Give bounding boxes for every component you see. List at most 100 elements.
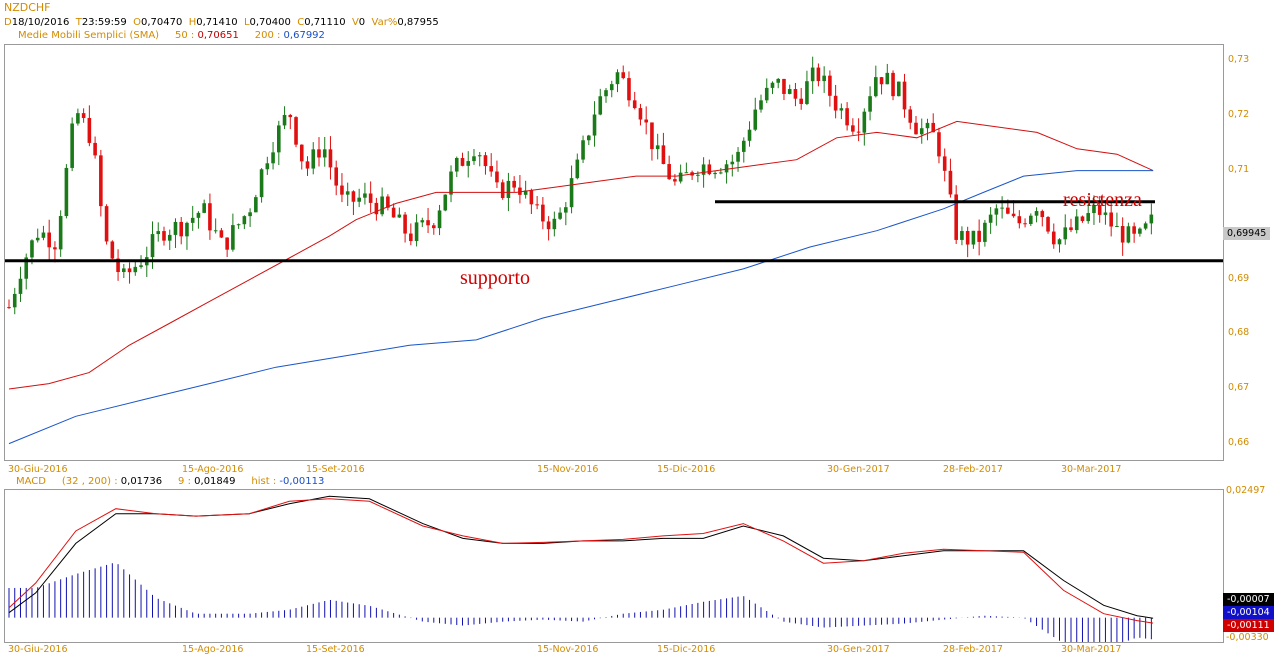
candle-bear — [328, 149, 333, 168]
candle-bear — [351, 191, 356, 202]
candle-bull — [248, 212, 252, 217]
candle-bull — [983, 222, 987, 242]
candle-bear — [638, 108, 643, 120]
candle-bear — [799, 98, 803, 104]
candle-bull — [213, 230, 218, 232]
candle-bear — [965, 231, 970, 245]
candle-bull — [190, 217, 195, 223]
x-axis-label: 15-Ago-2016 — [182, 644, 244, 655]
candle-bear — [104, 206, 109, 242]
candle-bull — [139, 265, 143, 267]
candle-bull — [311, 149, 316, 169]
x-axis-label: 30-Gen-2017 — [827, 464, 890, 475]
candle-bear — [1097, 205, 1102, 215]
candle-bull — [609, 84, 614, 91]
candle-bear — [793, 89, 798, 99]
candle-bull — [994, 208, 999, 215]
last-price-tag: 0,69945 — [1223, 227, 1271, 240]
candle-bull — [363, 193, 367, 198]
candle-bull — [770, 82, 775, 88]
macd-panel[interactable] — [4, 489, 1224, 649]
candle-bear — [489, 166, 494, 172]
candle-bear — [650, 122, 654, 150]
candle-bull — [523, 190, 528, 195]
candle-bull — [741, 140, 746, 152]
candle-bear — [294, 117, 298, 145]
candle-bear — [856, 131, 861, 133]
candle-bear — [782, 78, 786, 94]
candle-bear — [483, 155, 488, 167]
candle-bull — [552, 218, 557, 230]
candle-bear — [948, 170, 953, 195]
x-axis-label: 30-Mar-2017 — [1061, 644, 1122, 655]
candle-bull — [1074, 216, 1079, 231]
price-axis-label: 0,66 — [1228, 436, 1250, 448]
candle-bull — [1029, 215, 1033, 224]
candle-bull — [678, 172, 683, 182]
candle-bear — [340, 185, 344, 195]
candle-bull — [569, 178, 574, 208]
candle-bull — [397, 214, 402, 218]
candle-bull — [730, 161, 735, 165]
candle-bear — [1046, 217, 1050, 232]
candle-bear — [403, 214, 407, 234]
candle-bear — [937, 132, 941, 157]
candle-bear — [460, 157, 465, 166]
candle-bull — [437, 210, 442, 229]
x-axis-label: 15-Set-2016 — [306, 644, 365, 655]
candle-bull — [64, 167, 69, 217]
x-axis-label: 30-Giu-2016 — [8, 644, 68, 655]
candle-bull — [265, 163, 270, 170]
macd-tag-red: -0,00111 — [1223, 619, 1274, 632]
candle-bear — [673, 179, 677, 182]
candle-bear — [902, 81, 907, 110]
candle-bull — [1034, 211, 1039, 216]
candle-bull — [713, 172, 717, 175]
price-axis-label: 0,73 — [1228, 54, 1250, 66]
candle-bear — [374, 202, 379, 215]
candle-bull — [736, 151, 740, 162]
candle-bear — [644, 119, 648, 123]
candle-bull — [472, 156, 476, 162]
candle-bull — [282, 114, 287, 126]
candle-bear — [1069, 227, 1073, 231]
candle-bull — [380, 196, 384, 215]
candle-bull — [960, 231, 964, 240]
candle-bear — [208, 203, 212, 231]
candle-bull — [684, 172, 689, 174]
price-axis-label: 0,72 — [1228, 108, 1250, 120]
candle-bear — [391, 207, 396, 218]
candle-bull — [70, 123, 74, 168]
candle-bull — [231, 225, 235, 250]
candle-bull — [35, 237, 40, 241]
macd-tag-blue: -0,00104 — [1223, 606, 1274, 619]
candle-bull — [586, 135, 591, 141]
candle-bear — [500, 182, 505, 198]
candle-bull — [655, 145, 660, 150]
candle-bull — [1092, 205, 1096, 214]
candle-bull — [1000, 207, 1004, 209]
candle-bull — [776, 78, 781, 83]
candle-bull — [598, 96, 603, 115]
candle-bull — [449, 171, 453, 195]
candle-bull — [466, 161, 471, 166]
candle-bull — [747, 129, 752, 141]
candle-bear — [1017, 216, 1022, 224]
candle-bear — [495, 171, 499, 183]
candle-bear — [845, 108, 849, 126]
candle-bull — [322, 149, 327, 158]
candle-bull — [581, 140, 585, 160]
candle-bull — [271, 152, 275, 164]
price-chart-panel[interactable]: supporto resistenza — [4, 44, 1224, 461]
candle-bear — [1109, 212, 1113, 227]
x-axis-label: 28-Feb-2017 — [943, 644, 1003, 655]
candle-bull — [919, 128, 924, 135]
candle-bear — [1040, 211, 1045, 218]
candle-bear — [299, 144, 304, 162]
candle-bear — [116, 258, 120, 273]
candle-bull — [868, 96, 872, 112]
candle-bull — [185, 222, 189, 237]
candle-bull — [1138, 228, 1142, 234]
candle-bull — [41, 232, 46, 238]
macd-axis-min: -0,00330 — [1226, 632, 1269, 643]
